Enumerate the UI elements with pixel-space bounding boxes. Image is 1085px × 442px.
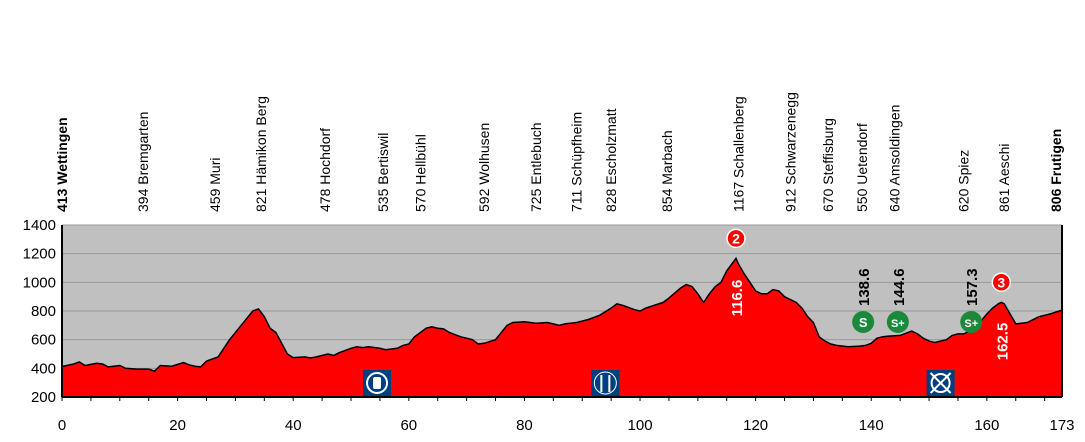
town-label: 550 Uetendorf bbox=[854, 123, 870, 212]
icon-ring bbox=[366, 372, 389, 394]
y-tick-label: 1200 bbox=[23, 246, 56, 263]
climb-km-label: 162.5 bbox=[994, 323, 1011, 361]
sprint-km-label: 144.6 bbox=[891, 268, 908, 306]
sprint-km-label: 138.6 bbox=[856, 268, 873, 306]
town-label: 821 Hämikon Berg bbox=[253, 96, 269, 212]
town-label: 535 Bertiswil bbox=[375, 133, 391, 212]
y-tick-label: 200 bbox=[31, 389, 56, 406]
sprint-marker bbox=[852, 311, 875, 333]
sprint-symbol: S+ bbox=[891, 318, 905, 330]
icon-ring bbox=[930, 373, 951, 393]
food-fork-knife-icon bbox=[591, 370, 620, 396]
y-tick-label: 1400 bbox=[23, 217, 56, 234]
town-label: 711 Schüpfheim bbox=[568, 112, 584, 212]
cross-shape bbox=[929, 372, 952, 394]
climb-category: 3 bbox=[997, 274, 1005, 290]
x-tick-label: 140 bbox=[859, 417, 884, 434]
x-tick-label: 160 bbox=[974, 417, 999, 434]
icon-background bbox=[591, 370, 620, 396]
feed-zone-bottle-icon bbox=[363, 370, 392, 396]
icon-ring bbox=[593, 371, 617, 395]
climb-category: 2 bbox=[732, 230, 740, 246]
elevation-area bbox=[62, 258, 1062, 397]
town-label: 670 Steffisburg bbox=[820, 118, 836, 212]
bottle-shape bbox=[373, 377, 382, 389]
climb-km-label: 116.6 bbox=[729, 280, 746, 317]
x-tick-label: 60 bbox=[400, 417, 417, 434]
sprint-km-label: 157.3 bbox=[964, 268, 981, 306]
town-label: 1167 Schallenberg bbox=[730, 96, 746, 212]
y-tick-label: 600 bbox=[31, 332, 56, 349]
y-tick-label: 400 bbox=[31, 360, 56, 377]
sprint-marker bbox=[886, 311, 909, 333]
x-tick-label: 20 bbox=[169, 417, 186, 434]
x-tick-label: 40 bbox=[285, 417, 302, 434]
sprint-marker bbox=[960, 311, 983, 333]
town-label: 459 Muri bbox=[207, 158, 223, 212]
climb-category-marker bbox=[726, 228, 746, 249]
town-label: 620 Spiez bbox=[956, 150, 972, 212]
town-label: 854 Marbach bbox=[659, 130, 675, 212]
fork-knife-shape bbox=[600, 375, 611, 392]
town-label: 570 Hellbühl bbox=[412, 134, 428, 212]
town-label: 592 Wolhusen bbox=[476, 123, 492, 212]
x-tick-label: 80 bbox=[516, 417, 533, 434]
y-tick-label: 800 bbox=[31, 303, 56, 320]
sprint-symbol: S+ bbox=[964, 318, 978, 330]
town-label: 912 Schwarzenegg bbox=[782, 92, 798, 212]
town-label: 394 Bremgarten bbox=[135, 112, 151, 212]
x-tick-label: 0 bbox=[58, 417, 66, 434]
climb-category-marker bbox=[991, 272, 1012, 293]
town-label: 861 Aeschi bbox=[996, 144, 1012, 213]
town-label: 413 Wettingen bbox=[54, 117, 70, 212]
y-tick-label: 1000 bbox=[23, 274, 56, 291]
x-tick-label: 173 bbox=[1049, 417, 1074, 434]
no-horn-icon bbox=[926, 370, 955, 396]
town-label: 828 Escholzmatt bbox=[603, 108, 619, 212]
town-label: 725 Entlebuch bbox=[528, 122, 544, 212]
town-label: 478 Hochdorf bbox=[317, 128, 333, 212]
town-label: 806 Frutigen bbox=[1048, 129, 1064, 212]
x-tick-label: 100 bbox=[628, 417, 653, 434]
sprint-symbol: S bbox=[859, 315, 868, 330]
town-label: 640 Amsoldingen bbox=[886, 105, 902, 212]
elevation-line bbox=[61, 256, 1063, 373]
x-tick-label: 120 bbox=[743, 417, 768, 434]
